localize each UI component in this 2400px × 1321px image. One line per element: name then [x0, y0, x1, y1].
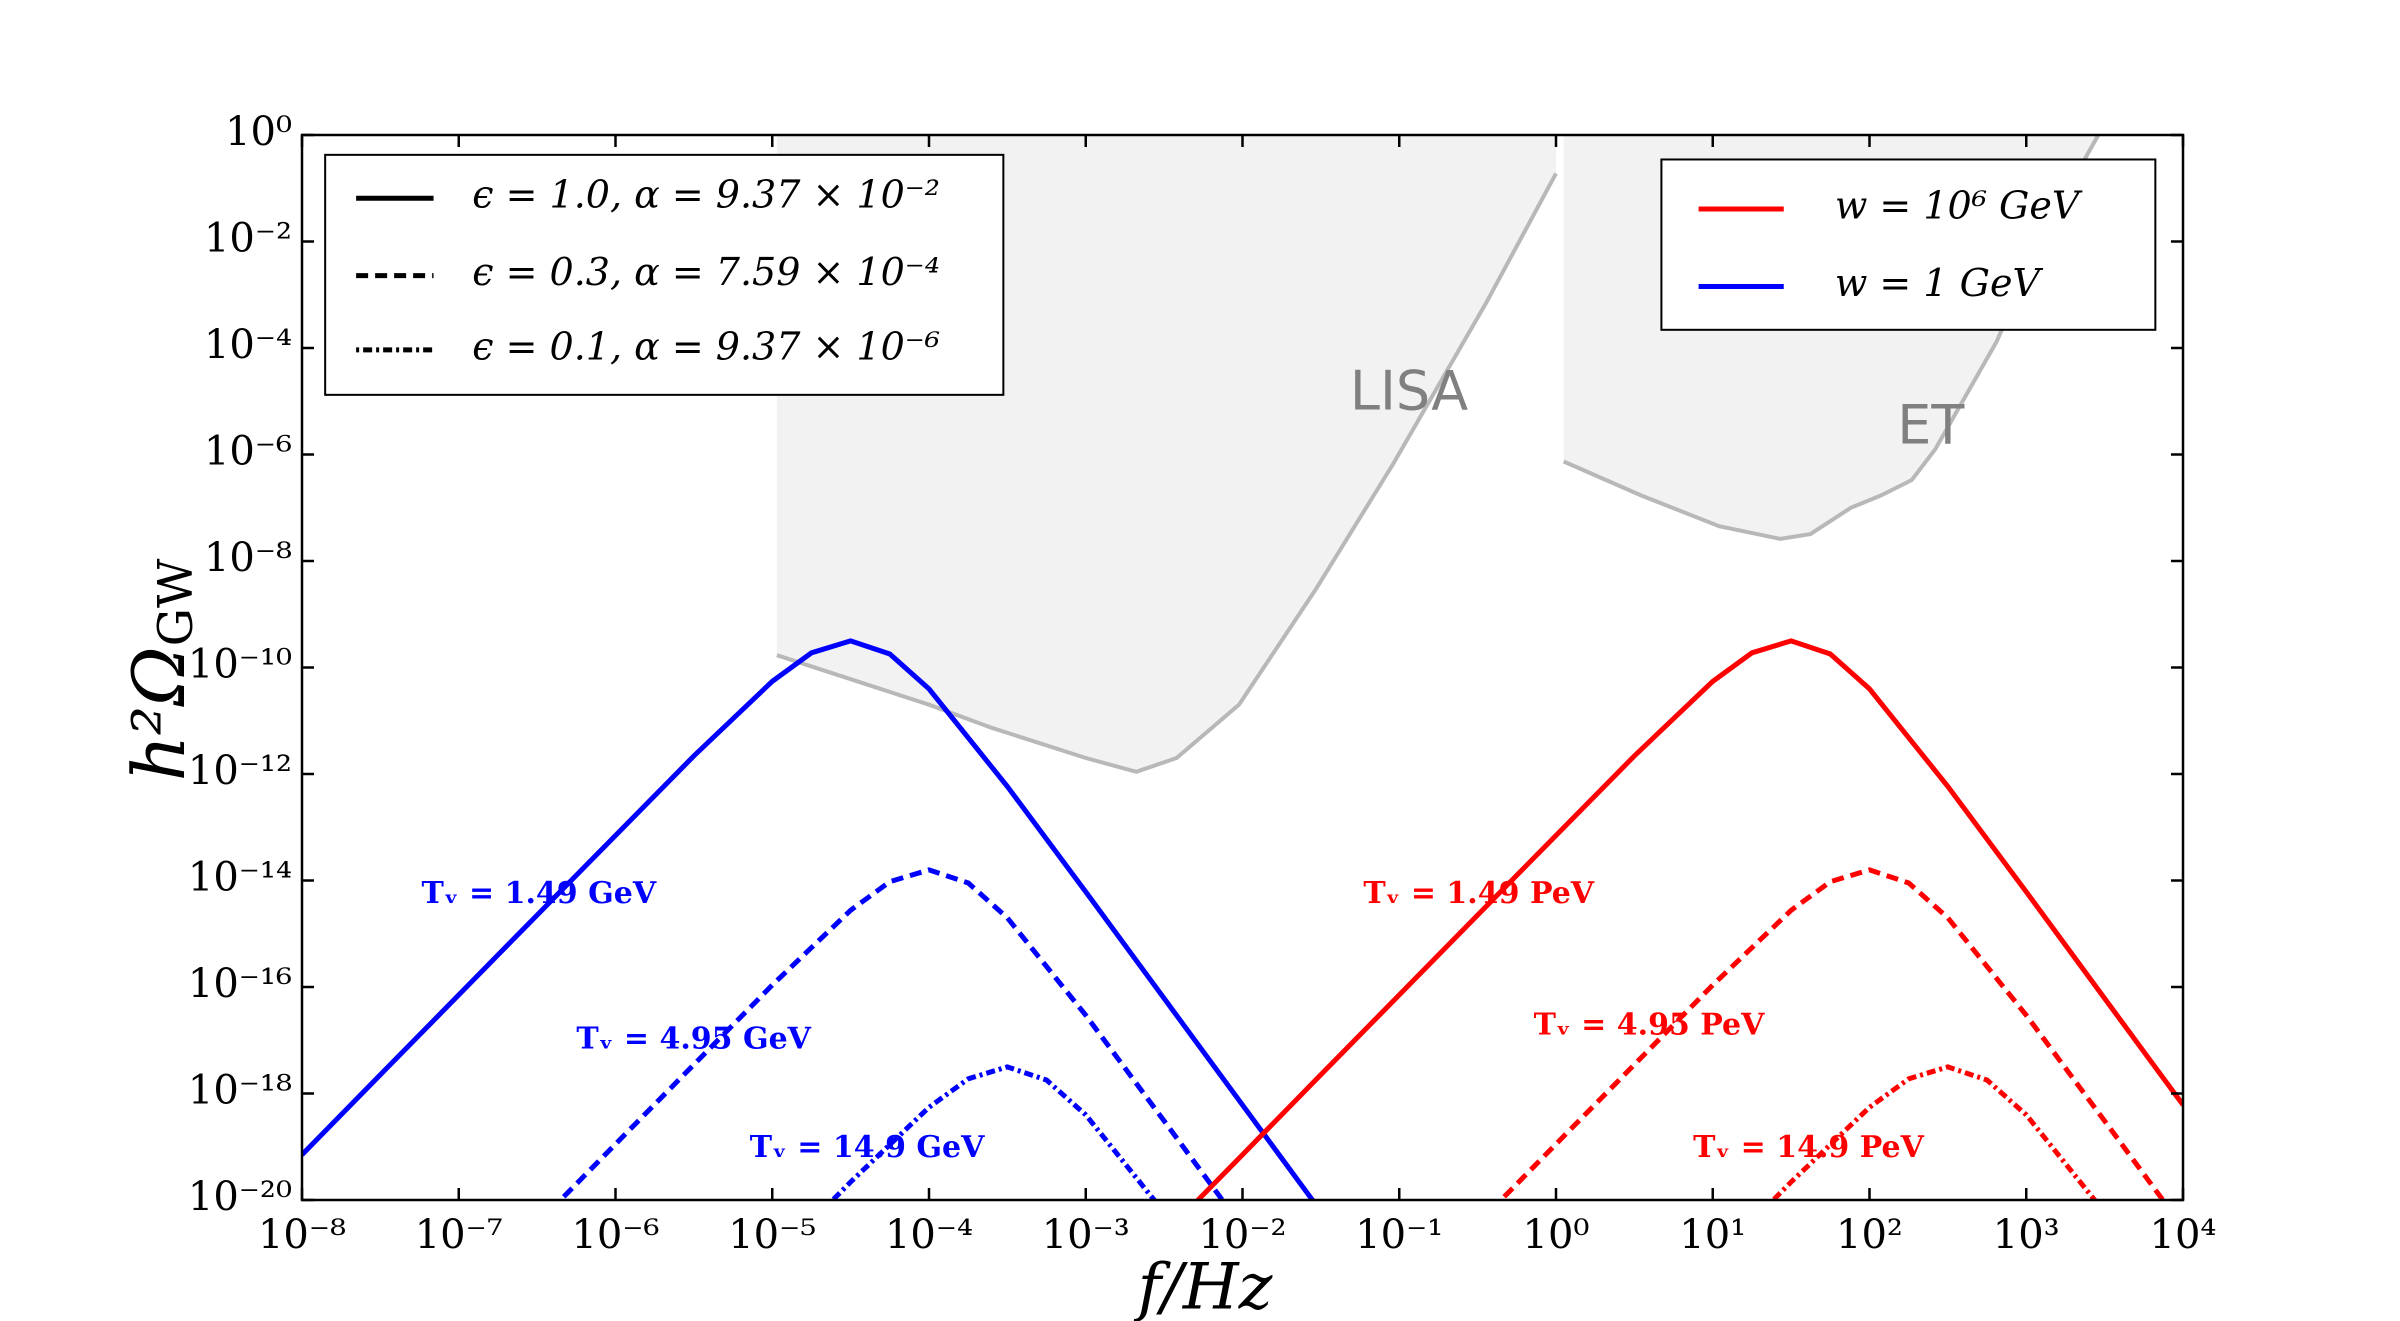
y-tick-label: 10⁻⁴ — [204, 322, 292, 368]
legend-label: w = 10⁶ GeV — [1835, 184, 2083, 228]
y-tick-label: 10⁻⁸ — [204, 535, 292, 581]
x-tick-label: 10⁻⁶ — [571, 1212, 659, 1258]
y-tick-label: 10⁻¹⁴ — [188, 855, 292, 901]
y-tick-label: 10⁻¹⁸ — [188, 1068, 292, 1114]
series-line — [302, 638, 1316, 1200]
annotation: Tᵥ = 1.49 PeV — [1363, 876, 1594, 911]
y-tick-label: 10⁰ — [225, 109, 292, 155]
annotation: Tᵥ = 14.9 GeV — [750, 1130, 985, 1165]
series-line — [829, 1064, 1158, 1200]
x-tick-label: 10⁻⁵ — [728, 1212, 816, 1258]
series-line — [1769, 1064, 2098, 1200]
annotation: Tᵥ = 1.49 GeV — [422, 876, 657, 911]
curves — [302, 638, 2183, 1200]
x-tick-label: 10⁻² — [1198, 1212, 1286, 1258]
series-line — [1497, 867, 2166, 1200]
annotation: Tᵥ = 4.95 PeV — [1534, 1008, 1765, 1043]
region-label: LISA — [1350, 359, 1468, 422]
x-tick-label: 10³ — [1993, 1212, 2060, 1258]
legend-label: ϵ = 0.3, α = 7.59 × 10⁻⁴ — [472, 250, 940, 294]
series-line — [1194, 638, 2183, 1200]
legend-label: w = 1 GeV — [1835, 261, 2044, 305]
y-axis-label: h²ΩGW — [117, 558, 204, 781]
region-edge — [776, 172, 1558, 774]
x-tick-label: 10⁰ — [1523, 1212, 1590, 1258]
legend-label: ϵ = 0.1, α = 9.37 × 10⁻⁶ — [472, 324, 940, 368]
x-tick-label: 10⁴ — [2150, 1212, 2217, 1258]
x-axis-label: f/Hz — [1134, 1251, 1274, 1321]
legend-box — [1660, 158, 2157, 331]
x-tick-label: 10¹ — [1679, 1212, 1746, 1258]
legend-box — [324, 153, 1005, 396]
axes: 10⁻⁸ 10⁻⁷ 10⁻⁶ 10⁻⁵ 10⁻⁴ 10⁻³ 10⁻² 10⁻¹ 10⁰ 10¹ 10… — [188, 109, 2217, 1258]
x-tick-label: 10⁻⁴ — [885, 1212, 973, 1258]
x-tick-label: 10⁻⁸ — [258, 1212, 346, 1258]
x-tick-label: 10⁻¹ — [1355, 1212, 1443, 1258]
y-axis-label-main: h²Ω — [117, 646, 201, 781]
y-tick-label: 10⁻² — [204, 216, 292, 262]
y-tick-label: 10⁻²⁰ — [188, 1174, 292, 1220]
y-tick-label: 10⁻¹⁶ — [188, 961, 292, 1007]
x-tick-label: 10⁻³ — [1042, 1212, 1130, 1258]
annotation: Tᵥ = 14.9 PeV — [1693, 1130, 1924, 1165]
x-tick-label: 10² — [1836, 1212, 1903, 1258]
x-tick-label: 10⁻⁷ — [415, 1212, 503, 1258]
legend-label: ϵ = 1.0, α = 9.37 × 10⁻² — [472, 173, 940, 217]
series-line — [557, 867, 1226, 1200]
region-label: ET — [1897, 394, 1965, 457]
y-tick-label: 10⁻¹⁰ — [188, 642, 292, 688]
y-tick-label: 10⁻⁶ — [204, 429, 292, 475]
y-axis-label-sub: GW — [148, 558, 204, 646]
annotation: Tᵥ = 4.95 GeV — [576, 1022, 811, 1057]
y-tick-label: 10⁻¹² — [188, 748, 292, 794]
